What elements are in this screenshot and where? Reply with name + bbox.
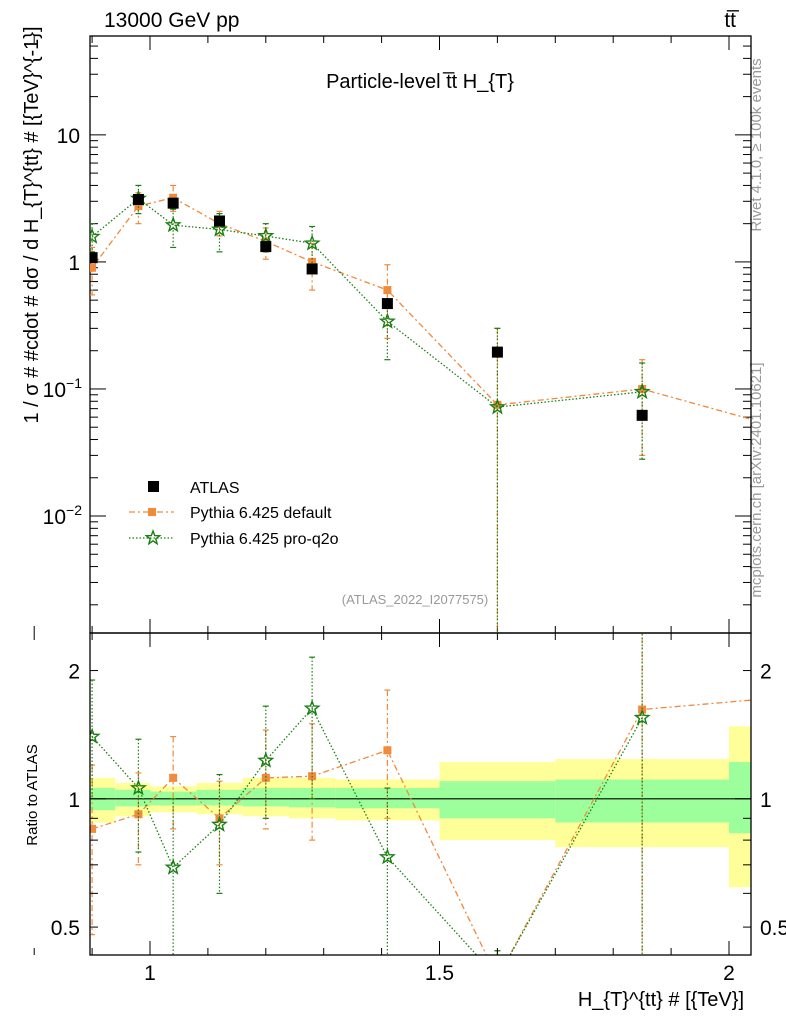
main-series-layer (90, 184, 751, 633)
default-line (91, 197, 751, 420)
ratio-y-tick-label: 0.5 (51, 917, 80, 940)
y-tick-label: 1 (68, 252, 80, 275)
ratio-proq2o-point (378, 848, 396, 865)
ratio-band-inner (439, 781, 556, 819)
ratio-default-point (134, 810, 143, 819)
legend: ATLAS Pythia 6.425 default Pythia 6.425 … (129, 480, 339, 548)
ratio-default-point (383, 746, 392, 755)
ratio-band-inner (115, 789, 150, 807)
default-point (493, 400, 502, 409)
proq2o-point (633, 382, 651, 400)
proq2o-point (378, 312, 396, 329)
proq2o-point (90, 227, 101, 244)
ratio-proq2o-point (491, 971, 504, 984)
atlas-point (306, 263, 318, 275)
atlas-point (381, 298, 393, 310)
default-point (134, 202, 143, 211)
proq2o-point (164, 216, 182, 233)
ratio-y-axis-label: Ratio to ATLAS (24, 744, 41, 845)
ratio-y-tick-labels: 2 2 1 1 0.5 0.5 (51, 661, 786, 941)
ratio-proq2o-point (633, 708, 651, 726)
legend-label-atlas: ATLAS (190, 480, 240, 497)
ratio-y-tick-label: 2 (68, 661, 80, 684)
default-point (383, 286, 392, 295)
default-point (90, 263, 97, 272)
ratio-y-tick-label-right: 0.5 (760, 917, 786, 940)
analysis-watermark: (ATLAS_2022_I2077575) (342, 592, 488, 607)
mcplots-source-label: mcplots.cern.ch [arXiv:2401.10621] (748, 362, 765, 597)
atlas-point (132, 193, 144, 205)
legend-marker-default (148, 508, 156, 516)
main-axis-ticks (33, 35, 751, 633)
atlas-point (90, 252, 98, 264)
x-tick-label: 2 (723, 962, 735, 985)
plot-title: Particle-level t̅t H_{T} (326, 71, 514, 93)
proq2o-point (303, 234, 321, 251)
x-axis-label: H_{T}^{tt} # [{TeV}] (578, 989, 744, 1011)
legend-marker-proq2o (144, 528, 162, 546)
ratio-axis-ticks (33, 633, 751, 955)
atlas-point (491, 346, 503, 358)
ratio-frame (89, 632, 752, 956)
ratio-proq2o-line (91, 707, 643, 955)
atlas-point (260, 241, 272, 253)
ratio-proq2o-point (303, 699, 321, 716)
legend-marker-atlas (148, 481, 159, 492)
atlas-point (213, 215, 225, 227)
ratio-proq2o-point (210, 815, 228, 832)
ratio-proq2o-point (129, 778, 148, 796)
ratio-default-point (493, 974, 501, 982)
y-tick-label: 10−1 (43, 375, 83, 402)
ratio-proq2o-point (90, 727, 101, 744)
x-tick-label: 1 (144, 962, 156, 985)
ratio-default-line (91, 699, 751, 955)
legend-label-proq2o: Pythia 6.425 pro-q2o (190, 531, 339, 548)
x-tick-label: 1.5 (425, 962, 454, 985)
x-tick-labels: 11.522.53 (144, 962, 735, 985)
proq2o-point (488, 398, 507, 415)
y-tick-label: 10 (57, 125, 80, 148)
ratio-default-point (90, 824, 97, 833)
main-y-tick-labels: 10 1 10−1 10−2 (43, 125, 83, 529)
ratio-proq2o-point (257, 751, 275, 768)
ratio-band-inner (729, 762, 751, 834)
atlas-point (167, 197, 179, 209)
ratio-y-tick-label-right: 1 (760, 789, 772, 812)
proq2o-line (91, 197, 643, 408)
proq2o-point (257, 226, 275, 244)
process-label: tt̅ (724, 9, 740, 32)
legend-label-default: Pythia 6.425 default (190, 505, 332, 522)
main-panel: Particle-level t̅t H_{T} (ATLAS_2022_I20… (21, 26, 752, 634)
energy-label: 13000 GeV pp (104, 9, 239, 32)
ratio-series-layer (90, 633, 751, 984)
ratio-y-tick-label: 1 (68, 789, 80, 812)
ratio-proq2o-point (164, 858, 182, 875)
y-tick-label: 10−2 (43, 502, 83, 529)
ratio-y-tick-label-right: 2 (760, 661, 772, 684)
ratio-default-point (261, 773, 270, 782)
proq2o-point (210, 220, 228, 237)
main-y-axis-label: 1 / σ # #cdot # dσ / d H_{T}^{tt} # [{Te… (21, 26, 43, 423)
ratio-uncertainty-bands (90, 726, 751, 888)
ratio-default-point (169, 773, 178, 782)
atlas-point (636, 409, 648, 421)
rivet-version-label: Rivet 4.1.0, ≥ 100k events (748, 58, 765, 231)
